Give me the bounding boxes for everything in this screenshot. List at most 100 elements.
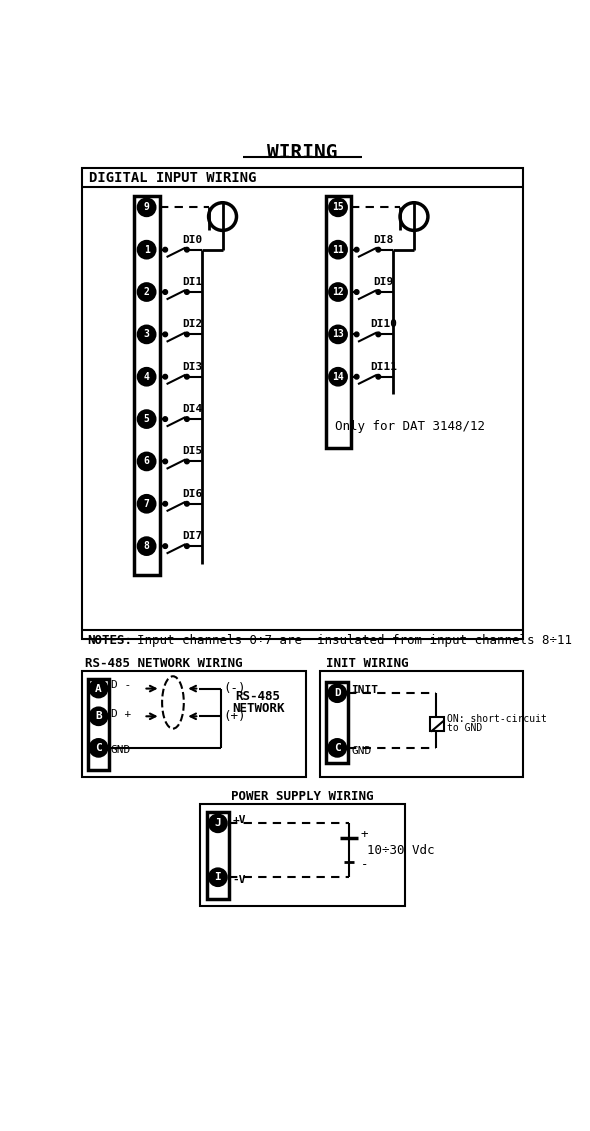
- Circle shape: [209, 814, 227, 831]
- Text: +: +: [360, 828, 368, 841]
- Circle shape: [376, 333, 381, 337]
- Circle shape: [163, 501, 168, 506]
- Circle shape: [163, 248, 168, 252]
- Text: D: D: [334, 688, 340, 698]
- Circle shape: [329, 199, 346, 216]
- Circle shape: [90, 708, 107, 725]
- Circle shape: [90, 680, 107, 697]
- Text: (+): (+): [224, 710, 246, 723]
- Bar: [134, 196, 160, 575]
- Text: DI11: DI11: [371, 362, 397, 372]
- Circle shape: [185, 333, 189, 337]
- Text: C: C: [334, 743, 340, 753]
- Text: 2: 2: [143, 287, 149, 297]
- Text: -: -: [360, 858, 368, 871]
- Text: 15: 15: [332, 202, 344, 213]
- Text: GND: GND: [351, 746, 372, 756]
- Text: Input channels 0÷7 are  insulated from input channels 8÷11: Input channels 0÷7 are insulated from in…: [137, 634, 572, 647]
- Circle shape: [163, 290, 168, 294]
- Bar: [81, 169, 523, 639]
- Text: 14: 14: [332, 372, 344, 382]
- Circle shape: [138, 199, 155, 216]
- Text: -V: -V: [232, 875, 246, 886]
- Circle shape: [329, 684, 346, 701]
- Text: J: J: [215, 819, 221, 828]
- Circle shape: [163, 459, 168, 464]
- Text: C: C: [95, 743, 102, 753]
- Circle shape: [138, 537, 155, 554]
- Bar: [81, 671, 306, 777]
- Circle shape: [376, 290, 381, 294]
- Text: D -: D -: [111, 681, 131, 691]
- Circle shape: [355, 333, 359, 337]
- Text: 9: 9: [143, 202, 149, 213]
- Text: DI2: DI2: [182, 319, 202, 329]
- Text: 11: 11: [332, 244, 344, 254]
- Text: INIT WIRING: INIT WIRING: [326, 657, 408, 670]
- Text: to GND: to GND: [447, 723, 483, 733]
- Text: A: A: [95, 683, 102, 693]
- Text: +V: +V: [232, 815, 246, 826]
- Circle shape: [185, 459, 189, 464]
- Circle shape: [138, 369, 155, 386]
- Circle shape: [185, 501, 189, 506]
- Text: 12: 12: [332, 287, 344, 297]
- Text: NOTES:: NOTES:: [88, 634, 133, 647]
- Text: 7: 7: [143, 499, 149, 509]
- Text: 3: 3: [143, 329, 149, 339]
- Circle shape: [185, 416, 189, 422]
- Circle shape: [163, 416, 168, 422]
- Text: INIT: INIT: [351, 685, 378, 696]
- Text: 1: 1: [143, 244, 149, 254]
- Text: DI6: DI6: [182, 489, 202, 499]
- Circle shape: [138, 495, 155, 512]
- Bar: [430, 717, 444, 731]
- Text: Only for DAT 3148/12: Only for DAT 3148/12: [335, 421, 485, 433]
- Circle shape: [90, 740, 107, 757]
- Text: GND: GND: [111, 745, 131, 756]
- Circle shape: [163, 544, 168, 549]
- Circle shape: [138, 241, 155, 258]
- Circle shape: [209, 202, 237, 231]
- Text: RS-485: RS-485: [235, 690, 281, 702]
- Circle shape: [329, 369, 346, 386]
- Bar: [326, 196, 351, 448]
- Text: D +: D +: [111, 709, 131, 719]
- Text: 5: 5: [143, 414, 149, 424]
- Text: NETWORK: NETWORK: [232, 702, 284, 715]
- Circle shape: [185, 374, 189, 379]
- Text: 4: 4: [143, 372, 149, 382]
- Circle shape: [138, 411, 155, 428]
- Circle shape: [138, 452, 155, 469]
- Circle shape: [185, 290, 189, 294]
- Text: I: I: [215, 872, 221, 882]
- Text: WIRING: WIRING: [267, 144, 337, 162]
- Circle shape: [329, 241, 346, 258]
- Text: DI1: DI1: [182, 277, 202, 287]
- Circle shape: [376, 248, 381, 252]
- Text: POWER SUPPLY WIRING: POWER SUPPLY WIRING: [231, 789, 373, 803]
- Circle shape: [163, 333, 168, 337]
- Text: (-): (-): [224, 682, 246, 696]
- Circle shape: [329, 284, 346, 301]
- Text: 8: 8: [143, 541, 149, 551]
- Text: DI10: DI10: [371, 319, 397, 329]
- Circle shape: [400, 202, 428, 231]
- Bar: [200, 804, 405, 906]
- Circle shape: [355, 248, 359, 252]
- Circle shape: [138, 284, 155, 301]
- Bar: [326, 682, 348, 763]
- Circle shape: [209, 869, 227, 886]
- Bar: [320, 671, 523, 777]
- Text: ON: short-circuit: ON: short-circuit: [447, 714, 547, 724]
- Text: DIGITAL INPUT WIRING: DIGITAL INPUT WIRING: [89, 171, 257, 185]
- Text: DI7: DI7: [182, 532, 202, 541]
- Bar: [88, 680, 109, 770]
- Text: 6: 6: [143, 457, 149, 466]
- Text: 13: 13: [332, 329, 344, 339]
- Ellipse shape: [162, 676, 184, 728]
- Circle shape: [138, 326, 155, 343]
- Bar: [207, 812, 229, 899]
- Circle shape: [355, 374, 359, 379]
- Text: DI3: DI3: [182, 362, 202, 372]
